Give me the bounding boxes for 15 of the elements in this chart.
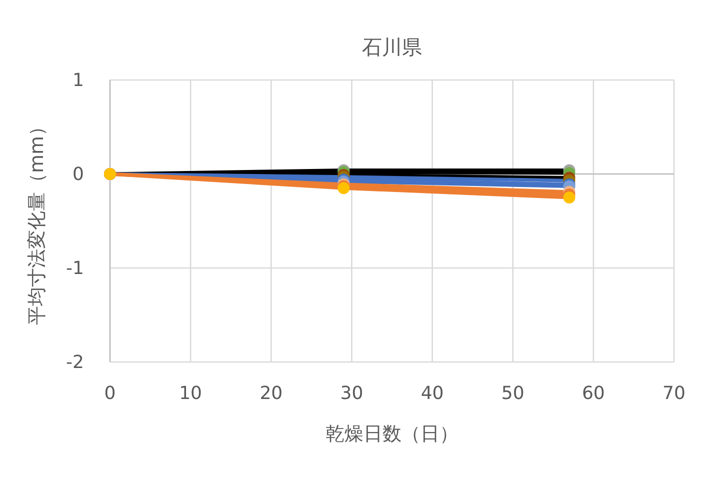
y-axis-title: 平均寸法変化量（mm） — [26, 116, 48, 326]
y-tick-label: 0 — [72, 164, 84, 185]
x-tick-label: 70 — [662, 383, 686, 404]
x-tick-label: 40 — [420, 383, 444, 404]
x-tick-label: 30 — [340, 383, 364, 404]
x-tick-label: 60 — [582, 383, 605, 404]
x-tick-label: 10 — [179, 383, 202, 404]
x-tick-label: 50 — [501, 383, 524, 404]
chart-title: 石川県 — [362, 35, 422, 59]
y-tick-label: -1 — [66, 258, 84, 279]
x-tick-label: 0 — [104, 383, 116, 404]
x-axis-title: 乾燥日数（日） — [326, 423, 458, 445]
x-tick-label: 20 — [260, 383, 283, 404]
y-tick-label: -2 — [66, 352, 84, 373]
y-tick-label: 1 — [72, 70, 84, 91]
